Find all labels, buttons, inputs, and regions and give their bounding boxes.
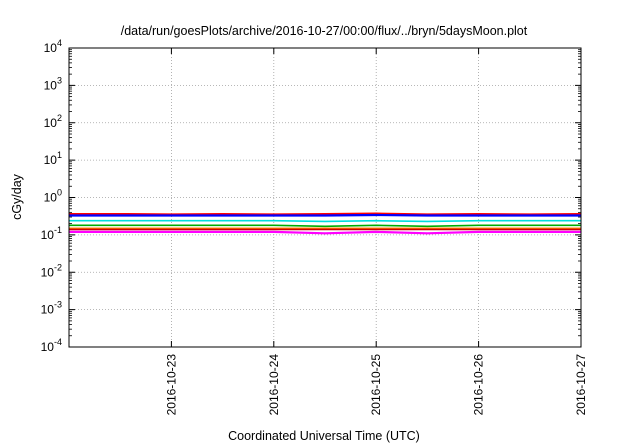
y-tick-label: 103: [44, 75, 62, 92]
y-tick-label: 10-1: [41, 225, 62, 242]
y-tick-label: 104: [44, 38, 62, 55]
series-line-2: [69, 212, 582, 216]
x-tick-label: 2016-10-27: [574, 354, 588, 416]
y-tick-label: 100: [44, 188, 62, 205]
chart-title: /data/run/goesPlots/archive/2016-10-27/0…: [121, 24, 528, 38]
x-tick-label: 2016-10-25: [369, 354, 383, 416]
x-tick-label: 2016-10-23: [164, 354, 178, 416]
y-axis-label: cGy/day: [10, 173, 24, 220]
y-tick-label: 102: [44, 113, 62, 130]
x-axis: 2016-10-23 2016-10-24 2016-10-25 2016-10-26…: [164, 48, 588, 415]
series-line-3: [69, 213, 581, 217]
series-line-4: [69, 219, 581, 223]
grid: [69, 48, 581, 347]
y-tick-label: 101: [44, 150, 62, 167]
x-axis-label: Coordinated Universal Time (UTC): [228, 429, 420, 443]
series-line-5: [69, 224, 581, 228]
y-tick-label: 10-3: [41, 300, 62, 317]
series-line-1: [69, 230, 581, 235]
x-tick-label: 2016-10-24: [267, 354, 281, 416]
x-tick-label: 2016-10-26: [472, 354, 486, 416]
y-axis: 10-4 10-3 10-2 10-1 100 101 102 103 104: [41, 38, 581, 354]
y-tick-label: 10-2: [41, 262, 62, 279]
series-layer: [69, 212, 582, 235]
y-tick-label: 10-4: [41, 337, 62, 354]
